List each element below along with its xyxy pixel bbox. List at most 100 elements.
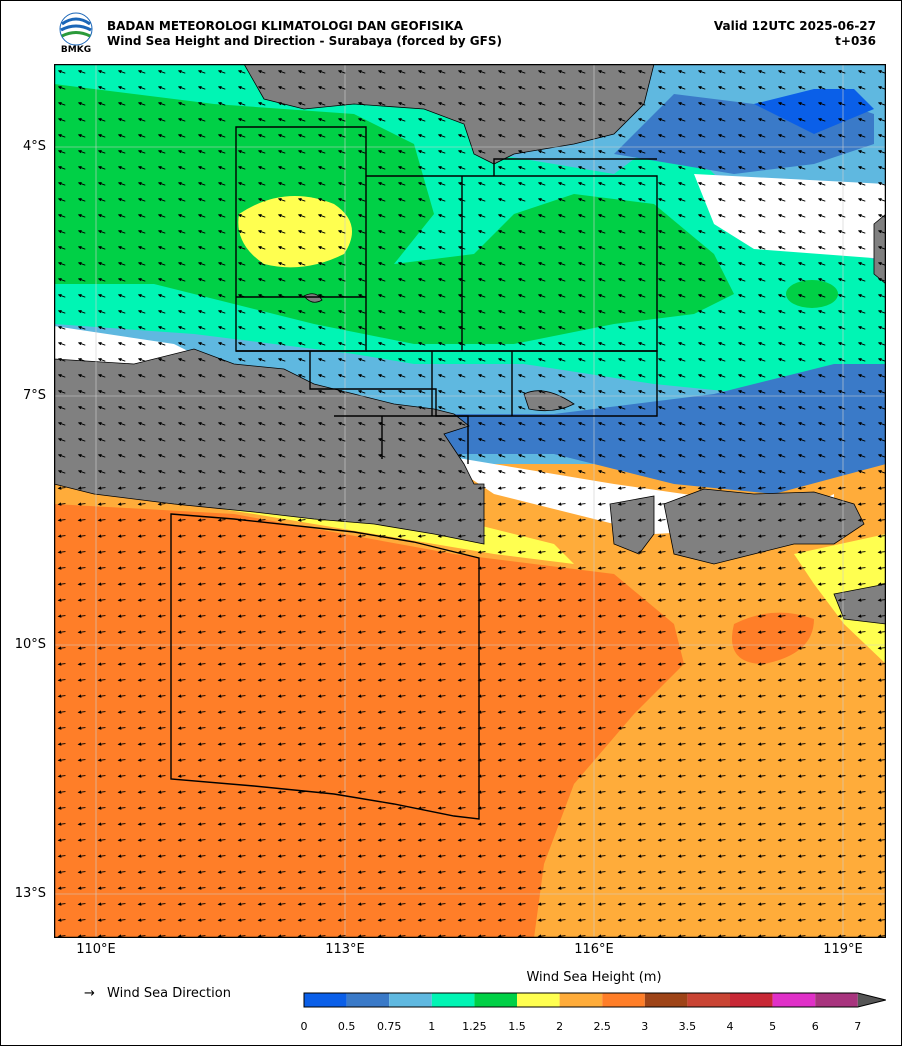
wind-arrow bbox=[737, 150, 746, 154]
colorbar-tick-label: 0 bbox=[300, 1020, 308, 1033]
wind-arrow bbox=[657, 214, 666, 218]
wind-arrow bbox=[397, 166, 406, 170]
wind-arrow bbox=[357, 134, 366, 138]
wind-arrow bbox=[837, 134, 846, 138]
wind-arrow bbox=[577, 134, 586, 138]
wind-arrow bbox=[737, 102, 746, 106]
wind-arrow bbox=[717, 166, 726, 170]
wind-arrow bbox=[537, 246, 546, 250]
wind-arrow bbox=[277, 150, 286, 154]
wind-arrow bbox=[157, 198, 166, 202]
wind-arrow bbox=[637, 134, 646, 138]
wind-arrow bbox=[537, 214, 546, 218]
wind-arrow bbox=[217, 134, 226, 138]
wind-arrow bbox=[757, 246, 766, 250]
wind-arrow bbox=[77, 150, 86, 154]
wind-arrow bbox=[217, 166, 226, 170]
wind-arrow bbox=[97, 230, 106, 234]
wind-arrow bbox=[857, 70, 866, 74]
wind-arrow bbox=[597, 246, 606, 250]
wind-arrow bbox=[97, 150, 106, 154]
wind-arrow bbox=[357, 214, 366, 218]
wind-arrow bbox=[877, 150, 886, 154]
wind-arrow bbox=[617, 102, 626, 106]
wind-arrow bbox=[297, 86, 306, 90]
wind-arrow bbox=[217, 198, 226, 202]
wind-arrow bbox=[557, 198, 566, 202]
wind-arrow bbox=[137, 182, 146, 186]
wind-arrow bbox=[577, 214, 586, 218]
wind-arrow bbox=[877, 102, 886, 106]
wind-arrow bbox=[437, 86, 446, 90]
wind-arrow bbox=[197, 102, 206, 106]
wind-arrow bbox=[757, 166, 766, 170]
wind-arrow bbox=[297, 166, 306, 170]
wind-arrow bbox=[137, 102, 146, 106]
wind-arrow bbox=[237, 86, 246, 90]
wind-arrow bbox=[337, 182, 346, 186]
wave-height-map bbox=[54, 64, 886, 938]
wind-arrow bbox=[457, 230, 466, 234]
wind-arrow bbox=[557, 182, 566, 186]
wind-arrow bbox=[577, 166, 586, 170]
wind-arrow bbox=[777, 230, 786, 234]
colorbar-tick-label: 5 bbox=[769, 1020, 777, 1033]
wind-arrow bbox=[717, 86, 726, 90]
wind-arrow bbox=[177, 118, 186, 122]
wind-arrow bbox=[257, 246, 266, 250]
wind-arrow bbox=[257, 102, 266, 106]
wind-arrow bbox=[837, 166, 846, 170]
wind-arrow bbox=[137, 262, 146, 266]
land-bali bbox=[609, 495, 655, 555]
wind-arrow bbox=[557, 102, 566, 106]
wind-arrow bbox=[497, 118, 506, 122]
wind-arrow bbox=[757, 102, 766, 106]
wind-arrow bbox=[697, 182, 706, 186]
wind-arrow bbox=[557, 86, 566, 90]
wind-arrow bbox=[257, 262, 266, 266]
wind-arrow bbox=[477, 118, 486, 122]
wind-arrow bbox=[857, 214, 866, 218]
wind-arrow bbox=[437, 150, 446, 154]
wind-arrow bbox=[197, 134, 206, 138]
wind-arrow bbox=[877, 118, 886, 122]
direction-legend: → Wind Sea Direction bbox=[84, 986, 231, 1001]
colorbar-segment bbox=[815, 993, 858, 1007]
wind-arrow bbox=[517, 198, 526, 202]
wind-arrow bbox=[517, 150, 526, 154]
wind-arrow bbox=[697, 166, 706, 170]
wind-arrow bbox=[697, 86, 706, 90]
wind-arrow bbox=[97, 198, 106, 202]
wind-arrow bbox=[197, 230, 206, 234]
wind-arrow bbox=[757, 150, 766, 154]
wind-arrow bbox=[317, 214, 326, 218]
wind-arrow bbox=[137, 70, 146, 74]
wind-arrow bbox=[417, 118, 426, 122]
wind-arrow bbox=[517, 70, 526, 74]
wind-arrow bbox=[497, 198, 506, 202]
wind-arrow bbox=[337, 198, 346, 202]
wind-arrow bbox=[97, 86, 106, 90]
wind-arrow bbox=[637, 214, 646, 218]
wind-arrow bbox=[377, 70, 386, 74]
wind-arrow bbox=[737, 230, 746, 234]
wind-arrow bbox=[197, 214, 206, 218]
wind-arrow bbox=[497, 230, 506, 234]
wind-arrow bbox=[757, 86, 766, 90]
wind-arrow bbox=[657, 118, 666, 122]
wind-arrow bbox=[537, 150, 546, 154]
wind-arrow bbox=[77, 118, 86, 122]
wind-arrow bbox=[437, 198, 446, 202]
header-right: Valid 12UTC 2025-06-27 t+036 bbox=[714, 19, 876, 49]
wind-arrow bbox=[857, 182, 866, 186]
wind-arrow bbox=[97, 102, 106, 106]
wind-arrow bbox=[537, 118, 546, 122]
wind-arrow bbox=[737, 166, 746, 170]
wind-arrow bbox=[477, 198, 486, 202]
wind-arrow bbox=[217, 102, 226, 106]
wind-arrow bbox=[717, 214, 726, 218]
wind-arrow bbox=[677, 214, 686, 218]
wind-arrow bbox=[77, 134, 86, 138]
wind-arrow bbox=[517, 166, 526, 170]
graticule bbox=[54, 64, 886, 938]
